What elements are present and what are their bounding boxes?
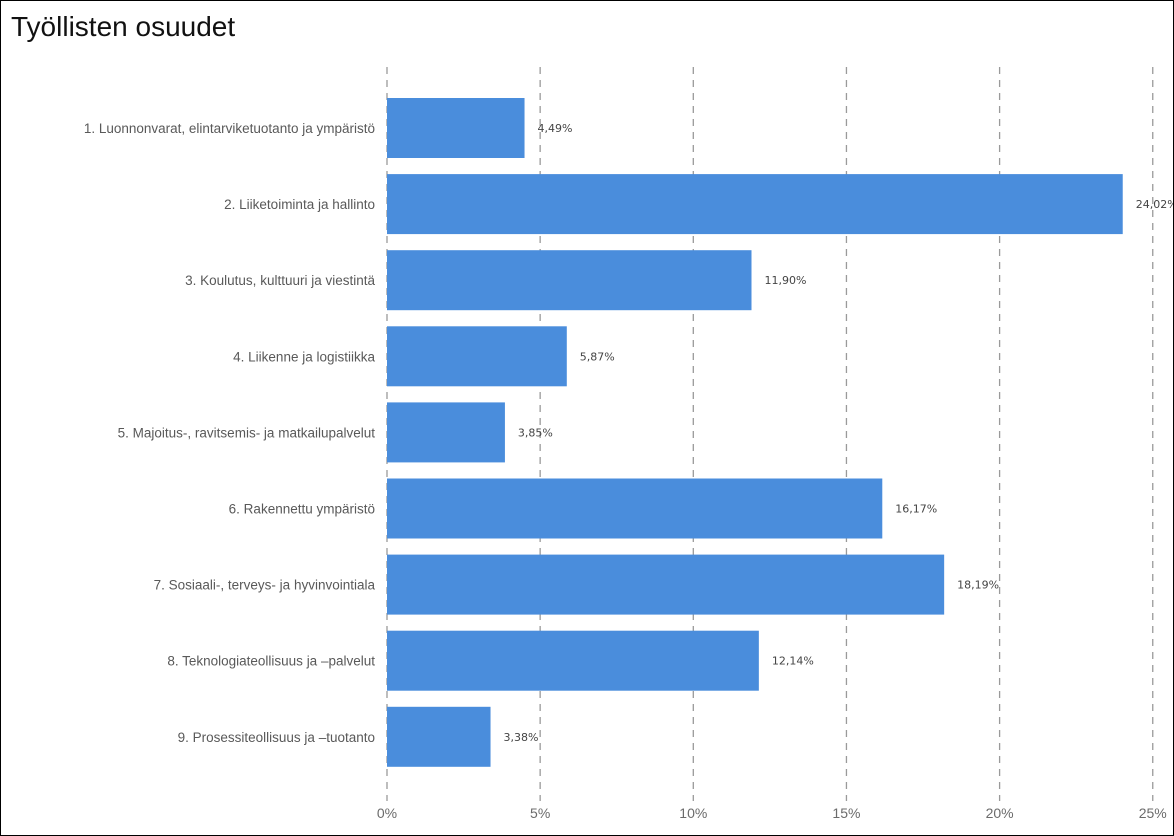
data-label: 24,02% xyxy=(1136,198,1173,211)
data-label: 3,38% xyxy=(504,731,539,744)
bar[interactable] xyxy=(387,98,525,158)
category-label: 2. Liiketoiminta ja hallinto xyxy=(224,197,375,212)
bar[interactable] xyxy=(387,706,491,767)
category-label: 1. Luonnonvarat, elintarviketuotanto ja … xyxy=(84,121,375,136)
data-label: 11,90% xyxy=(764,274,806,287)
data-label: 5,87% xyxy=(580,350,615,363)
data-label: 4,49% xyxy=(538,122,573,135)
data-label: 12,14% xyxy=(772,655,814,668)
bar[interactable] xyxy=(387,478,883,539)
labels: 0% 5% 10% 15% 20% 25% 1. Luonnonvarat, elintar… xyxy=(84,121,1173,821)
bar[interactable] xyxy=(387,402,505,463)
data-label: 18,19% xyxy=(957,579,999,592)
data-label: 16,17% xyxy=(895,503,937,516)
x-tick-label: 25% xyxy=(1139,805,1167,821)
data-label: 3,85% xyxy=(518,426,553,439)
category-label: 4. Liikenne ja logistiikka xyxy=(233,349,375,364)
x-tick-label: 0% xyxy=(377,805,397,821)
bar[interactable] xyxy=(387,554,945,615)
category-label: 7. Sosiaali-, terveys- ja hyvinvointiala xyxy=(154,578,376,593)
category-label: 5. Majoitus-, ravitsemis- ja matkailupal… xyxy=(118,425,376,440)
category-label: 8. Teknologiateollisuus ja –palvelut xyxy=(167,654,375,669)
chart-title: Työllisten osuudet xyxy=(11,11,236,42)
x-tick-label: 10% xyxy=(679,805,707,821)
x-tick-label: 20% xyxy=(986,805,1014,821)
category-label: 3. Koulutus, kulttuuri ja viestintä xyxy=(185,273,375,288)
category-label: 6. Rakennettu ympäristö xyxy=(229,502,375,517)
bars xyxy=(387,98,1123,767)
bar[interactable] xyxy=(387,250,752,311)
x-tick-label: 15% xyxy=(832,805,860,821)
bar[interactable] xyxy=(387,174,1123,235)
bar[interactable] xyxy=(387,326,567,387)
category-label: 9. Prosessiteollisuus ja –tuotanto xyxy=(178,730,375,745)
bar[interactable] xyxy=(387,630,759,691)
x-tick-label: 5% xyxy=(530,805,550,821)
